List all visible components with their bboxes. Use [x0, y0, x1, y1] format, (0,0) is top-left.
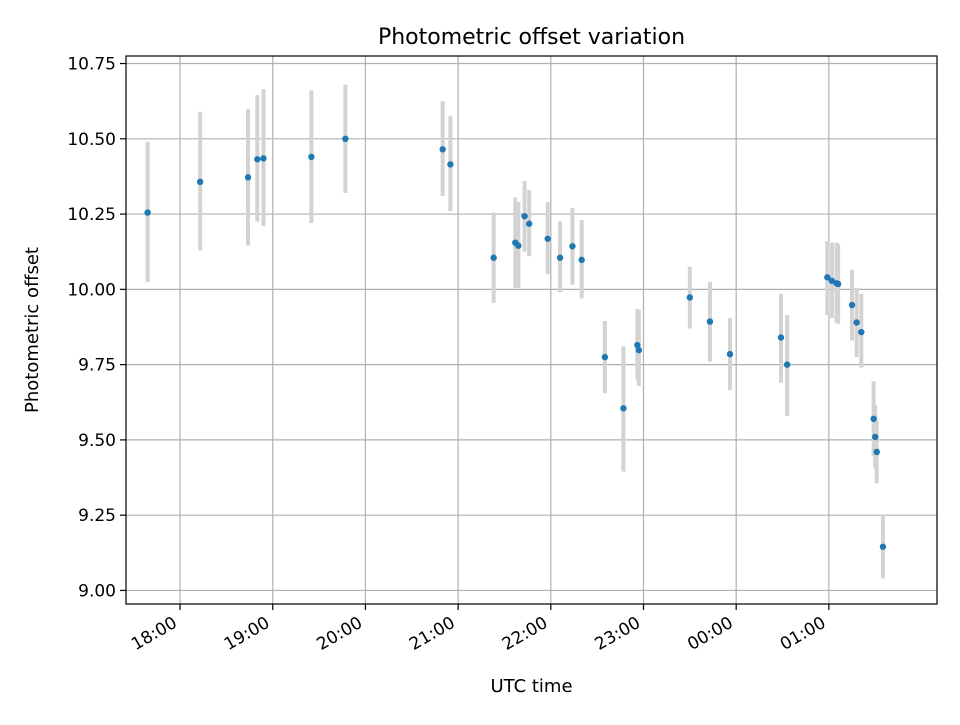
- data-point: [620, 405, 627, 412]
- data-point: [196, 178, 204, 186]
- data-point: [726, 350, 734, 358]
- data-point: [525, 220, 533, 227]
- plot-frame: [125, 55, 938, 605]
- data-point: [308, 153, 315, 161]
- data-point: [439, 146, 446, 153]
- data-point: [686, 294, 694, 301]
- y-axis-label: Photometric offset: [22, 247, 43, 413]
- y-tick-label: 10.50: [67, 130, 116, 150]
- data-point: [556, 254, 564, 261]
- data-point: [870, 415, 877, 423]
- data-point: [824, 274, 831, 281]
- y-tick-label: 10.25: [67, 205, 116, 225]
- data-point: [490, 254, 497, 261]
- y-tick-label: 10.75: [67, 55, 116, 75]
- data-point: [706, 318, 714, 325]
- data-point: [635, 346, 643, 354]
- data-point: [254, 156, 261, 163]
- data-point: [783, 361, 791, 368]
- data-point: [244, 174, 252, 181]
- data-point: [569, 243, 576, 250]
- y-tick-label: 10.00: [67, 280, 116, 300]
- data-point: [872, 433, 879, 441]
- data-point: [342, 135, 349, 143]
- data-point: [144, 209, 151, 216]
- y-tick-label: 9.50: [78, 431, 116, 451]
- data-point: [848, 301, 856, 309]
- data-point: [515, 242, 522, 249]
- data-point: [873, 448, 880, 456]
- data-point: [879, 543, 887, 550]
- data-point: [853, 319, 860, 326]
- y-tick-label: 9.75: [78, 356, 116, 376]
- data-point: [858, 328, 865, 336]
- y-tick-label: 9.25: [78, 506, 116, 526]
- data-point: [447, 161, 454, 168]
- data-point: [260, 155, 267, 162]
- data-point: [578, 256, 585, 264]
- chart-title: Photometric offset variation: [378, 25, 685, 50]
- data-point: [544, 235, 551, 242]
- y-tick-label: 9.00: [78, 581, 116, 601]
- data-point: [601, 353, 609, 361]
- data-point: [634, 341, 641, 349]
- grid-layer: [126, 56, 937, 604]
- y-axis: 9.00 9.25 9.50 9.75 10.00 10.25 10.50 10.75: [67, 55, 126, 601]
- data-point: [777, 334, 785, 341]
- x-axis-label: UTC time: [490, 676, 572, 697]
- data-point: [521, 212, 528, 220]
- data-point: [834, 280, 842, 288]
- point-layer: [144, 135, 887, 550]
